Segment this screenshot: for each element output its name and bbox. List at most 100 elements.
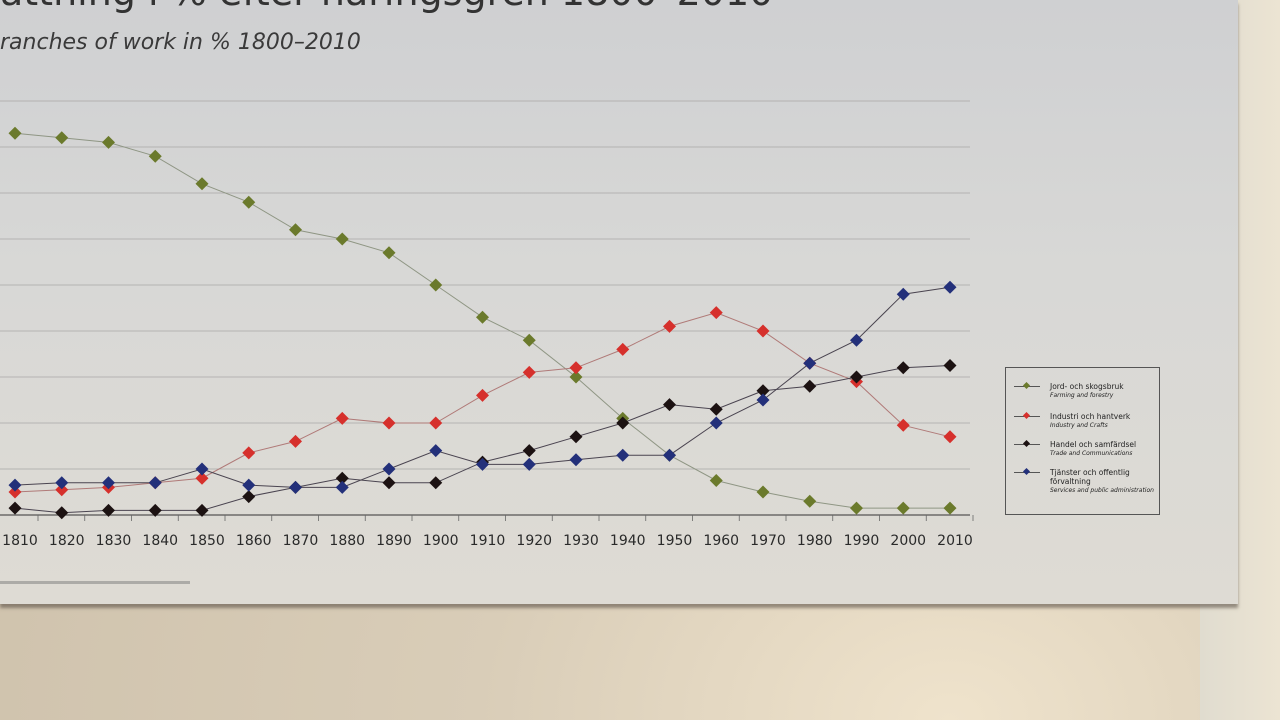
x-tick-label: 1930	[563, 533, 599, 549]
data-point-0	[8, 126, 22, 140]
data-point-2	[663, 398, 676, 412]
data-point-0	[569, 370, 583, 384]
data-point-2	[8, 501, 22, 515]
legend-label: Jord- och skogsbruk	[1050, 382, 1124, 391]
data-point-0	[429, 278, 443, 292]
x-tick-label: 1960	[703, 533, 739, 549]
x-tick-label: 1890	[376, 533, 412, 549]
data-point-1	[195, 471, 209, 485]
data-point-3	[756, 393, 770, 407]
data-point-3	[289, 480, 302, 494]
diamond-marker-icon	[1022, 467, 1031, 476]
chart-subtitle: ranches of work in % 1800–2010	[0, 30, 361, 55]
data-point-1	[289, 434, 302, 448]
data-point-0	[195, 177, 209, 191]
data-point-1	[8, 485, 22, 499]
data-point-2	[55, 506, 69, 520]
data-point-3	[195, 462, 209, 476]
data-point-0	[102, 135, 115, 149]
legend-label: Handel och samfärdsel	[1050, 440, 1137, 449]
data-point-3	[569, 453, 583, 467]
data-point-3	[850, 333, 863, 347]
diamond-marker-icon	[1022, 411, 1031, 420]
x-tick-label: 1820	[49, 533, 85, 549]
data-point-0	[943, 501, 957, 515]
data-point-0	[148, 149, 162, 163]
data-point-2	[382, 476, 396, 490]
data-point-1	[896, 418, 910, 432]
data-point-1	[709, 306, 723, 320]
x-tick-label: 1900	[423, 533, 459, 549]
data-point-1	[522, 365, 536, 379]
x-tick-label: 1990	[844, 533, 880, 549]
data-point-3	[382, 462, 396, 476]
data-point-0	[850, 501, 863, 515]
data-point-2	[943, 359, 957, 372]
data-point-2	[616, 416, 630, 430]
data-point-3	[55, 476, 69, 490]
data-point-3	[476, 457, 489, 471]
x-tick-label: 1970	[750, 533, 786, 549]
x-tick-label: 2000	[890, 533, 926, 549]
legend-label-en: Trade and Communications	[1050, 450, 1133, 457]
x-tick-label: 1850	[189, 533, 225, 549]
data-point-3	[429, 444, 443, 458]
x-tick-label: 1920	[516, 533, 552, 549]
x-tick-label: 1910	[470, 533, 506, 549]
legend-label-en: Farming and forestry	[1050, 392, 1114, 399]
data-point-1	[382, 416, 396, 430]
data-point-0	[382, 246, 396, 260]
data-point-0	[896, 501, 910, 515]
diamond-marker-icon	[1022, 381, 1031, 390]
data-point-2	[709, 402, 723, 416]
data-point-0	[289, 223, 302, 237]
data-point-1	[429, 416, 443, 430]
x-tick-label: 1940	[610, 533, 646, 549]
data-point-3	[896, 287, 910, 301]
data-point-2	[756, 384, 770, 398]
data-point-2	[242, 490, 256, 504]
data-point-0	[335, 232, 349, 246]
legend: Jord- och skogsbruk Farming and forestry …	[1005, 367, 1160, 515]
data-point-1	[756, 324, 770, 338]
data-point-1	[476, 388, 489, 402]
data-point-3	[709, 416, 723, 430]
line-chart: 1810 1820 1830 1840 1850 1860 1870 1880 1890 1900…	[0, 100, 974, 549]
data-point-1	[335, 411, 349, 425]
data-point-1	[616, 342, 630, 356]
data-point-2	[850, 370, 863, 384]
data-point-1	[663, 319, 676, 333]
data-point-0	[242, 195, 256, 209]
data-point-2	[522, 444, 536, 458]
diamond-marker-icon	[1022, 439, 1031, 448]
legend-label: Tjänster och offentlig förvaltning	[1050, 468, 1130, 486]
data-point-3	[522, 457, 536, 471]
data-point-3	[663, 448, 676, 462]
legend-label-en: Industry and Crafts	[1050, 422, 1108, 429]
x-tick-label: 1870	[283, 533, 319, 549]
data-point-0	[476, 310, 489, 324]
data-point-2	[148, 503, 162, 517]
x-tick-label: 1980	[797, 533, 833, 549]
x-tick-label: 1830	[96, 533, 132, 549]
data-point-3	[242, 478, 256, 492]
data-point-2	[569, 430, 583, 444]
x-tick-label: 1950	[657, 533, 693, 549]
data-point-3	[616, 448, 630, 462]
data-point-1	[55, 483, 69, 497]
data-point-2	[429, 476, 443, 490]
data-point-1	[943, 430, 957, 444]
legend-label: Industri och hantverk	[1050, 412, 1131, 421]
data-point-0	[803, 494, 817, 508]
data-point-3	[102, 476, 115, 490]
x-tick-label: 2010	[937, 533, 973, 549]
data-point-1	[569, 361, 583, 375]
legend-label-en: Services and public administration	[1050, 487, 1154, 494]
data-point-1	[242, 446, 256, 460]
data-point-3	[943, 280, 957, 294]
poster: attning i % efter näringsgren 1800–2010 …	[0, 0, 1238, 604]
x-tick-label: 1840	[142, 533, 178, 549]
data-point-0	[756, 485, 770, 499]
data-point-2	[195, 503, 209, 517]
data-point-2	[335, 471, 349, 485]
